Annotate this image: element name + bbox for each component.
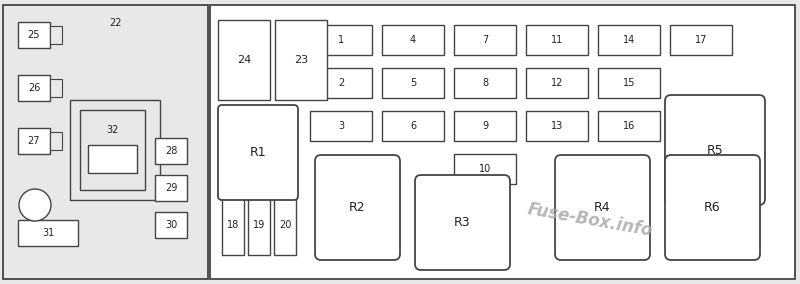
Bar <box>3 5 208 279</box>
Bar <box>382 68 444 98</box>
Bar <box>274 195 296 255</box>
Text: 27: 27 <box>28 136 40 146</box>
Bar <box>50 26 62 44</box>
Bar <box>275 20 327 100</box>
Text: 8: 8 <box>482 78 488 88</box>
Text: 31: 31 <box>42 228 54 238</box>
Bar <box>454 111 516 141</box>
Text: 1: 1 <box>338 35 344 45</box>
Bar <box>218 20 270 100</box>
Text: R4: R4 <box>594 201 611 214</box>
Text: 6: 6 <box>410 121 416 131</box>
Bar <box>526 111 588 141</box>
Bar <box>155 212 187 238</box>
Text: 15: 15 <box>623 78 635 88</box>
Text: 16: 16 <box>623 121 635 131</box>
Bar <box>80 110 145 190</box>
Bar <box>598 68 660 98</box>
Bar <box>18 128 50 154</box>
Bar <box>382 25 444 55</box>
Text: R6: R6 <box>704 201 721 214</box>
Bar <box>598 25 660 55</box>
Text: 25: 25 <box>28 30 40 40</box>
Text: R2: R2 <box>349 201 366 214</box>
Bar <box>210 5 795 279</box>
Bar <box>670 25 732 55</box>
FancyBboxPatch shape <box>665 95 765 205</box>
Bar <box>310 25 372 55</box>
FancyBboxPatch shape <box>415 175 510 270</box>
Text: 13: 13 <box>551 121 563 131</box>
Bar <box>454 25 516 55</box>
Text: 32: 32 <box>106 125 118 135</box>
Text: 29: 29 <box>165 183 177 193</box>
Text: 7: 7 <box>482 35 488 45</box>
Bar <box>155 175 187 201</box>
Bar <box>18 22 50 48</box>
Bar <box>18 75 50 101</box>
Bar <box>310 68 372 98</box>
Bar <box>70 100 160 200</box>
Bar <box>454 68 516 98</box>
Text: 12: 12 <box>551 78 563 88</box>
Text: 17: 17 <box>695 35 707 45</box>
Bar <box>155 138 187 164</box>
Text: 18: 18 <box>227 220 239 230</box>
Circle shape <box>19 189 51 221</box>
Text: 19: 19 <box>253 220 265 230</box>
Text: R5: R5 <box>706 143 723 156</box>
Bar <box>18 220 78 246</box>
Bar <box>88 145 137 173</box>
Bar <box>248 195 270 255</box>
FancyBboxPatch shape <box>218 105 298 200</box>
FancyBboxPatch shape <box>315 155 400 260</box>
Text: 28: 28 <box>165 146 177 156</box>
Text: 10: 10 <box>479 164 491 174</box>
Bar <box>526 68 588 98</box>
Text: 5: 5 <box>410 78 416 88</box>
Bar <box>454 154 516 184</box>
Text: 4: 4 <box>410 35 416 45</box>
Text: 24: 24 <box>237 55 251 65</box>
Bar <box>598 111 660 141</box>
FancyBboxPatch shape <box>665 155 760 260</box>
Bar <box>526 25 588 55</box>
Bar <box>310 111 372 141</box>
Bar <box>50 132 62 150</box>
Text: 3: 3 <box>338 121 344 131</box>
Text: 2: 2 <box>338 78 344 88</box>
Text: R1: R1 <box>250 146 266 159</box>
Text: 20: 20 <box>279 220 291 230</box>
Bar <box>50 79 62 97</box>
Text: R3: R3 <box>454 216 471 229</box>
FancyBboxPatch shape <box>555 155 650 260</box>
Bar <box>382 111 444 141</box>
Bar <box>222 195 244 255</box>
Text: 26: 26 <box>28 83 40 93</box>
Text: 14: 14 <box>623 35 635 45</box>
Text: 22: 22 <box>109 18 122 28</box>
Text: 30: 30 <box>165 220 177 230</box>
Text: Fuse-Box.info: Fuse-Box.info <box>526 200 654 240</box>
Text: 9: 9 <box>482 121 488 131</box>
Text: 11: 11 <box>551 35 563 45</box>
Text: 23: 23 <box>294 55 308 65</box>
